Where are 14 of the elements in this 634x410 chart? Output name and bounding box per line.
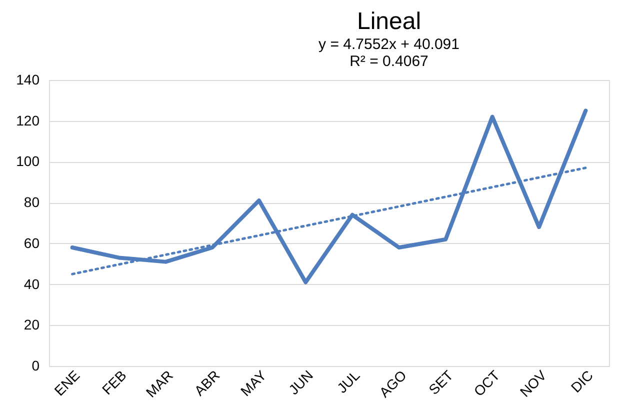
y-tick-label: 20 [24,316,40,333]
x-tick-label: JUL [334,366,363,396]
x-tick-label: DIC [568,367,596,396]
text: y = 4.7552x + 40.091 [318,36,460,53]
chart-title: Lineal [356,8,422,35]
y-tick-label: 100 [16,153,40,170]
y-tick-label: 80 [24,194,40,210]
y-tick-label: 140 [16,72,40,88]
y-tick-label: 0 [32,358,40,374]
line-series [70,108,588,284]
y-tick-label: 40 [24,276,40,292]
y-tick-label: 60 [24,234,40,251]
y-tick-label: 120 [16,112,40,128]
text: R² = 0.4067 [350,53,428,70]
